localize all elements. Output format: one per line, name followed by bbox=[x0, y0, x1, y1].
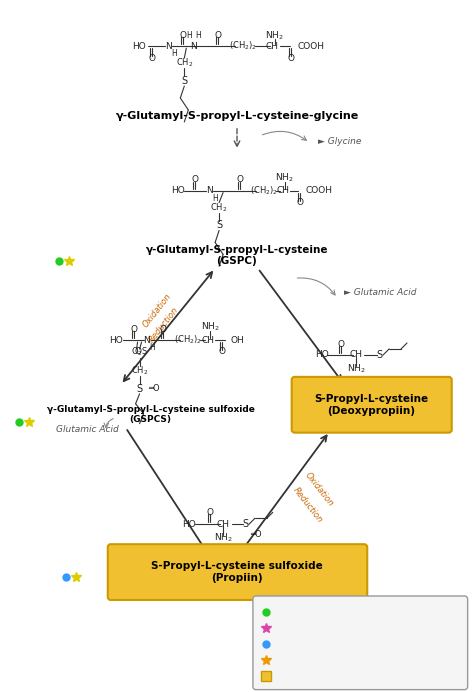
Text: (Moreno-Ortega et al. 2022): (Moreno-Ortega et al. 2022) bbox=[278, 646, 376, 652]
Text: CH$_2$: CH$_2$ bbox=[210, 201, 228, 214]
Text: O: O bbox=[219, 347, 226, 356]
Text: CH: CH bbox=[265, 42, 278, 51]
Text: O$_2$S: O$_2$S bbox=[131, 346, 148, 358]
Text: HO: HO bbox=[172, 186, 185, 195]
Text: COOH: COOH bbox=[306, 186, 333, 195]
Text: (CH$_2$)$_2$: (CH$_2$)$_2$ bbox=[250, 184, 278, 197]
Text: N: N bbox=[165, 42, 172, 51]
Text: Main organosulfur compounds in: Main organosulfur compounds in bbox=[278, 668, 392, 675]
Text: HO: HO bbox=[182, 520, 196, 529]
Text: O: O bbox=[148, 54, 155, 63]
Text: H: H bbox=[186, 30, 192, 39]
Text: γ-Glutamyl-S-propyl-L-cysteine-glycine: γ-Glutamyl-S-propyl-L-cysteine-glycine bbox=[115, 111, 359, 121]
Text: Glutamic Acid: Glutamic Acid bbox=[56, 425, 119, 434]
Text: (CH$_2$)$_2$: (CH$_2$)$_2$ bbox=[229, 40, 257, 53]
Text: O: O bbox=[207, 508, 214, 517]
Text: ═O: ═O bbox=[148, 384, 160, 393]
Text: O: O bbox=[287, 54, 294, 63]
FancyBboxPatch shape bbox=[253, 596, 468, 690]
Text: Identified in Black Garlic: Identified in Black Garlic bbox=[278, 609, 364, 615]
Text: O: O bbox=[296, 198, 303, 207]
Text: Reduction: Reduction bbox=[147, 306, 180, 345]
Text: N: N bbox=[190, 42, 197, 51]
Text: O: O bbox=[160, 325, 167, 334]
Text: O: O bbox=[192, 175, 199, 184]
Text: NH$_2$: NH$_2$ bbox=[347, 363, 365, 375]
Text: S: S bbox=[376, 350, 382, 360]
Text: Identified in human urine samples: Identified in human urine samples bbox=[278, 657, 398, 663]
Text: S-Propyl-L-cysteine sulfoxide
(Propiin): S-Propyl-L-cysteine sulfoxide (Propiin) bbox=[151, 561, 323, 583]
Text: HO: HO bbox=[132, 42, 146, 51]
Text: CH$_2$: CH$_2$ bbox=[175, 57, 193, 69]
Text: O: O bbox=[180, 30, 187, 39]
Text: (Moreno-Ortega et al. 2021): (Moreno-Ortega et al. 2021) bbox=[278, 630, 376, 636]
Text: NH$_2$: NH$_2$ bbox=[201, 321, 219, 334]
Text: Oxidation: Oxidation bbox=[141, 291, 173, 329]
Text: ═O: ═O bbox=[250, 530, 262, 539]
Text: S: S bbox=[216, 221, 222, 230]
FancyBboxPatch shape bbox=[108, 544, 367, 600]
Text: H: H bbox=[212, 194, 218, 203]
Text: γ-Glutamyl-S-propyl-L-cysteine sulfoxide
(GSPCS): γ-Glutamyl-S-propyl-L-cysteine sulfoxide… bbox=[46, 405, 255, 424]
Text: Oxidation: Oxidation bbox=[303, 471, 336, 508]
Text: S: S bbox=[137, 384, 143, 394]
FancyBboxPatch shape bbox=[261, 671, 271, 681]
Text: O: O bbox=[215, 30, 222, 39]
Text: HO: HO bbox=[315, 350, 328, 359]
Text: S-Propyl-L-cysteine
(Deoxypropiin): S-Propyl-L-cysteine (Deoxypropiin) bbox=[314, 394, 428, 416]
Text: Identified during in vitro fermentation: Identified during in vitro fermentation bbox=[278, 637, 410, 643]
Text: CH: CH bbox=[201, 336, 215, 345]
Text: H: H bbox=[172, 48, 177, 57]
Text: N: N bbox=[206, 186, 212, 195]
Text: NH$_2$: NH$_2$ bbox=[275, 172, 294, 184]
Text: O: O bbox=[237, 175, 244, 184]
Text: CH: CH bbox=[350, 350, 363, 359]
Text: HO: HO bbox=[109, 336, 123, 345]
Text: ► Glycine: ► Glycine bbox=[318, 137, 361, 146]
Text: S: S bbox=[242, 519, 248, 529]
Text: (CH$_2$)$_2$: (CH$_2$)$_2$ bbox=[174, 334, 202, 346]
Text: CH: CH bbox=[276, 186, 289, 195]
Text: Reduction: Reduction bbox=[291, 486, 324, 525]
Text: Identified during in vitro digestion: Identified during in vitro digestion bbox=[278, 621, 397, 627]
Text: OH: OH bbox=[230, 336, 244, 345]
Text: O: O bbox=[130, 325, 137, 334]
Text: γ-Glutamyl-S-propyl-L-cysteine
(GSPC): γ-Glutamyl-S-propyl-L-cysteine (GSPC) bbox=[146, 244, 328, 266]
Text: COOH: COOH bbox=[298, 42, 325, 51]
Text: O: O bbox=[338, 340, 345, 349]
Text: CH: CH bbox=[217, 520, 229, 529]
Text: NH$_2$: NH$_2$ bbox=[265, 29, 284, 42]
Text: H: H bbox=[195, 30, 201, 39]
Text: ► Glutamic Acid: ► Glutamic Acid bbox=[345, 288, 417, 297]
Text: CH$_2$: CH$_2$ bbox=[131, 365, 148, 377]
FancyBboxPatch shape bbox=[292, 377, 452, 432]
Text: S: S bbox=[181, 76, 187, 86]
Text: N: N bbox=[143, 336, 150, 345]
Text: H: H bbox=[150, 343, 155, 352]
Text: urine after black garlic ingestion: urine after black garlic ingestion bbox=[278, 677, 392, 684]
Text: O: O bbox=[134, 347, 141, 356]
Text: NH$_2$: NH$_2$ bbox=[214, 532, 232, 545]
